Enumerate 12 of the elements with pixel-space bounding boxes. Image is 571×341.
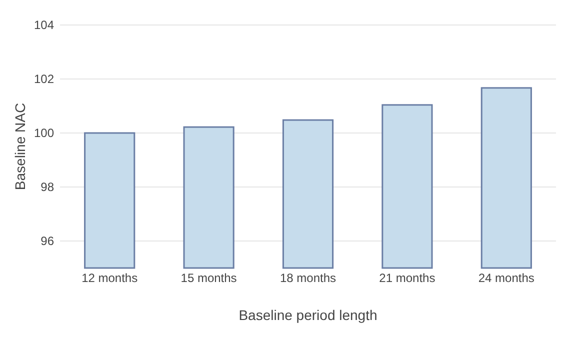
x-tick-label: 24 months — [478, 271, 534, 285]
x-axis-title: Baseline period length — [238, 307, 378, 323]
y-tick-label: 104 — [34, 18, 54, 32]
y-axis-title: Baseline NAC — [12, 102, 28, 190]
y-tick-label: 98 — [40, 180, 54, 194]
y-tick-label: 102 — [34, 72, 54, 86]
y-tick-label: 100 — [34, 126, 54, 140]
y-tick-label: 96 — [40, 234, 54, 248]
x-tick-label: 21 months — [379, 271, 436, 285]
x-tick-label: 15 months — [180, 271, 237, 285]
x-tick-label: 12 months — [82, 271, 138, 285]
x-tick-label: 18 months — [280, 271, 336, 285]
